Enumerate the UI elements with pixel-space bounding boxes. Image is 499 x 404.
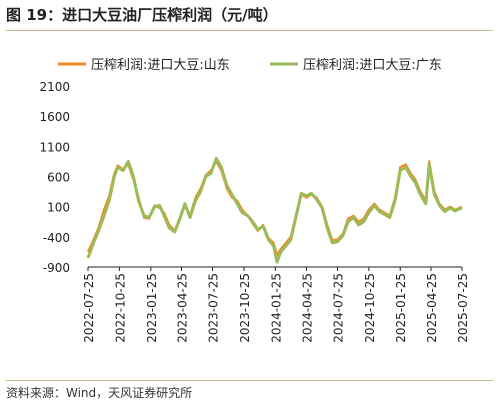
x-axis: 2022-07-25 2022-10-25 2023-01-25 2023-04-25… [82, 266, 470, 343]
legend-label-guangdong: 压榨利润:进口大豆:广东 [303, 57, 442, 73]
x-tick-label: 2025-07-25 [456, 273, 470, 343]
y-tick-label: -400 [43, 231, 70, 245]
x-tick-label: 2024-01-25 [269, 273, 283, 343]
x-tick-label: 2023-07-25 [207, 273, 221, 343]
y-axis: -900 -400 100 600 1100 1600 2100 [39, 80, 70, 275]
y-tick-label: 600 [47, 171, 70, 185]
y-tick-label: 1600 [39, 110, 70, 124]
series-line-shandong [86, 160, 463, 256]
y-tick-label: 1100 [39, 140, 70, 154]
figure-title: 图 19：进口大豆油厂压榨利润（元/吨） [6, 6, 278, 24]
series-line-guangdong [86, 156, 463, 264]
source-note: 资料来源：Wind，天风证券研究所 [6, 386, 193, 400]
x-tick-label: 2023-01-25 [145, 273, 159, 343]
footer-divider [6, 380, 493, 381]
y-tick-label: -900 [43, 261, 70, 275]
x-tick-label: 2024-07-25 [331, 273, 345, 343]
x-tick-label: 2022-07-25 [82, 273, 96, 343]
y-tick-label: 100 [47, 201, 70, 215]
x-tick-label: 2022-10-25 [113, 273, 127, 343]
x-tick-label: 2023-04-25 [176, 273, 190, 343]
legend: 压榨利润:进口大豆:山东 压榨利润:进口大豆:广东 [58, 57, 442, 73]
legend-label-shandong: 压榨利润:进口大豆:山东 [91, 57, 230, 73]
y-tick-label: 2100 [39, 80, 70, 94]
x-tick-label: 2024-10-25 [363, 273, 377, 343]
x-tick-label: 2023-10-25 [238, 273, 252, 343]
x-tick-label: 2025-01-25 [394, 273, 408, 343]
x-tick-label: 2024-04-25 [300, 273, 314, 343]
title-divider [6, 30, 493, 31]
plot-area [86, 156, 463, 264]
x-tick-label: 2025-04-25 [425, 273, 439, 343]
